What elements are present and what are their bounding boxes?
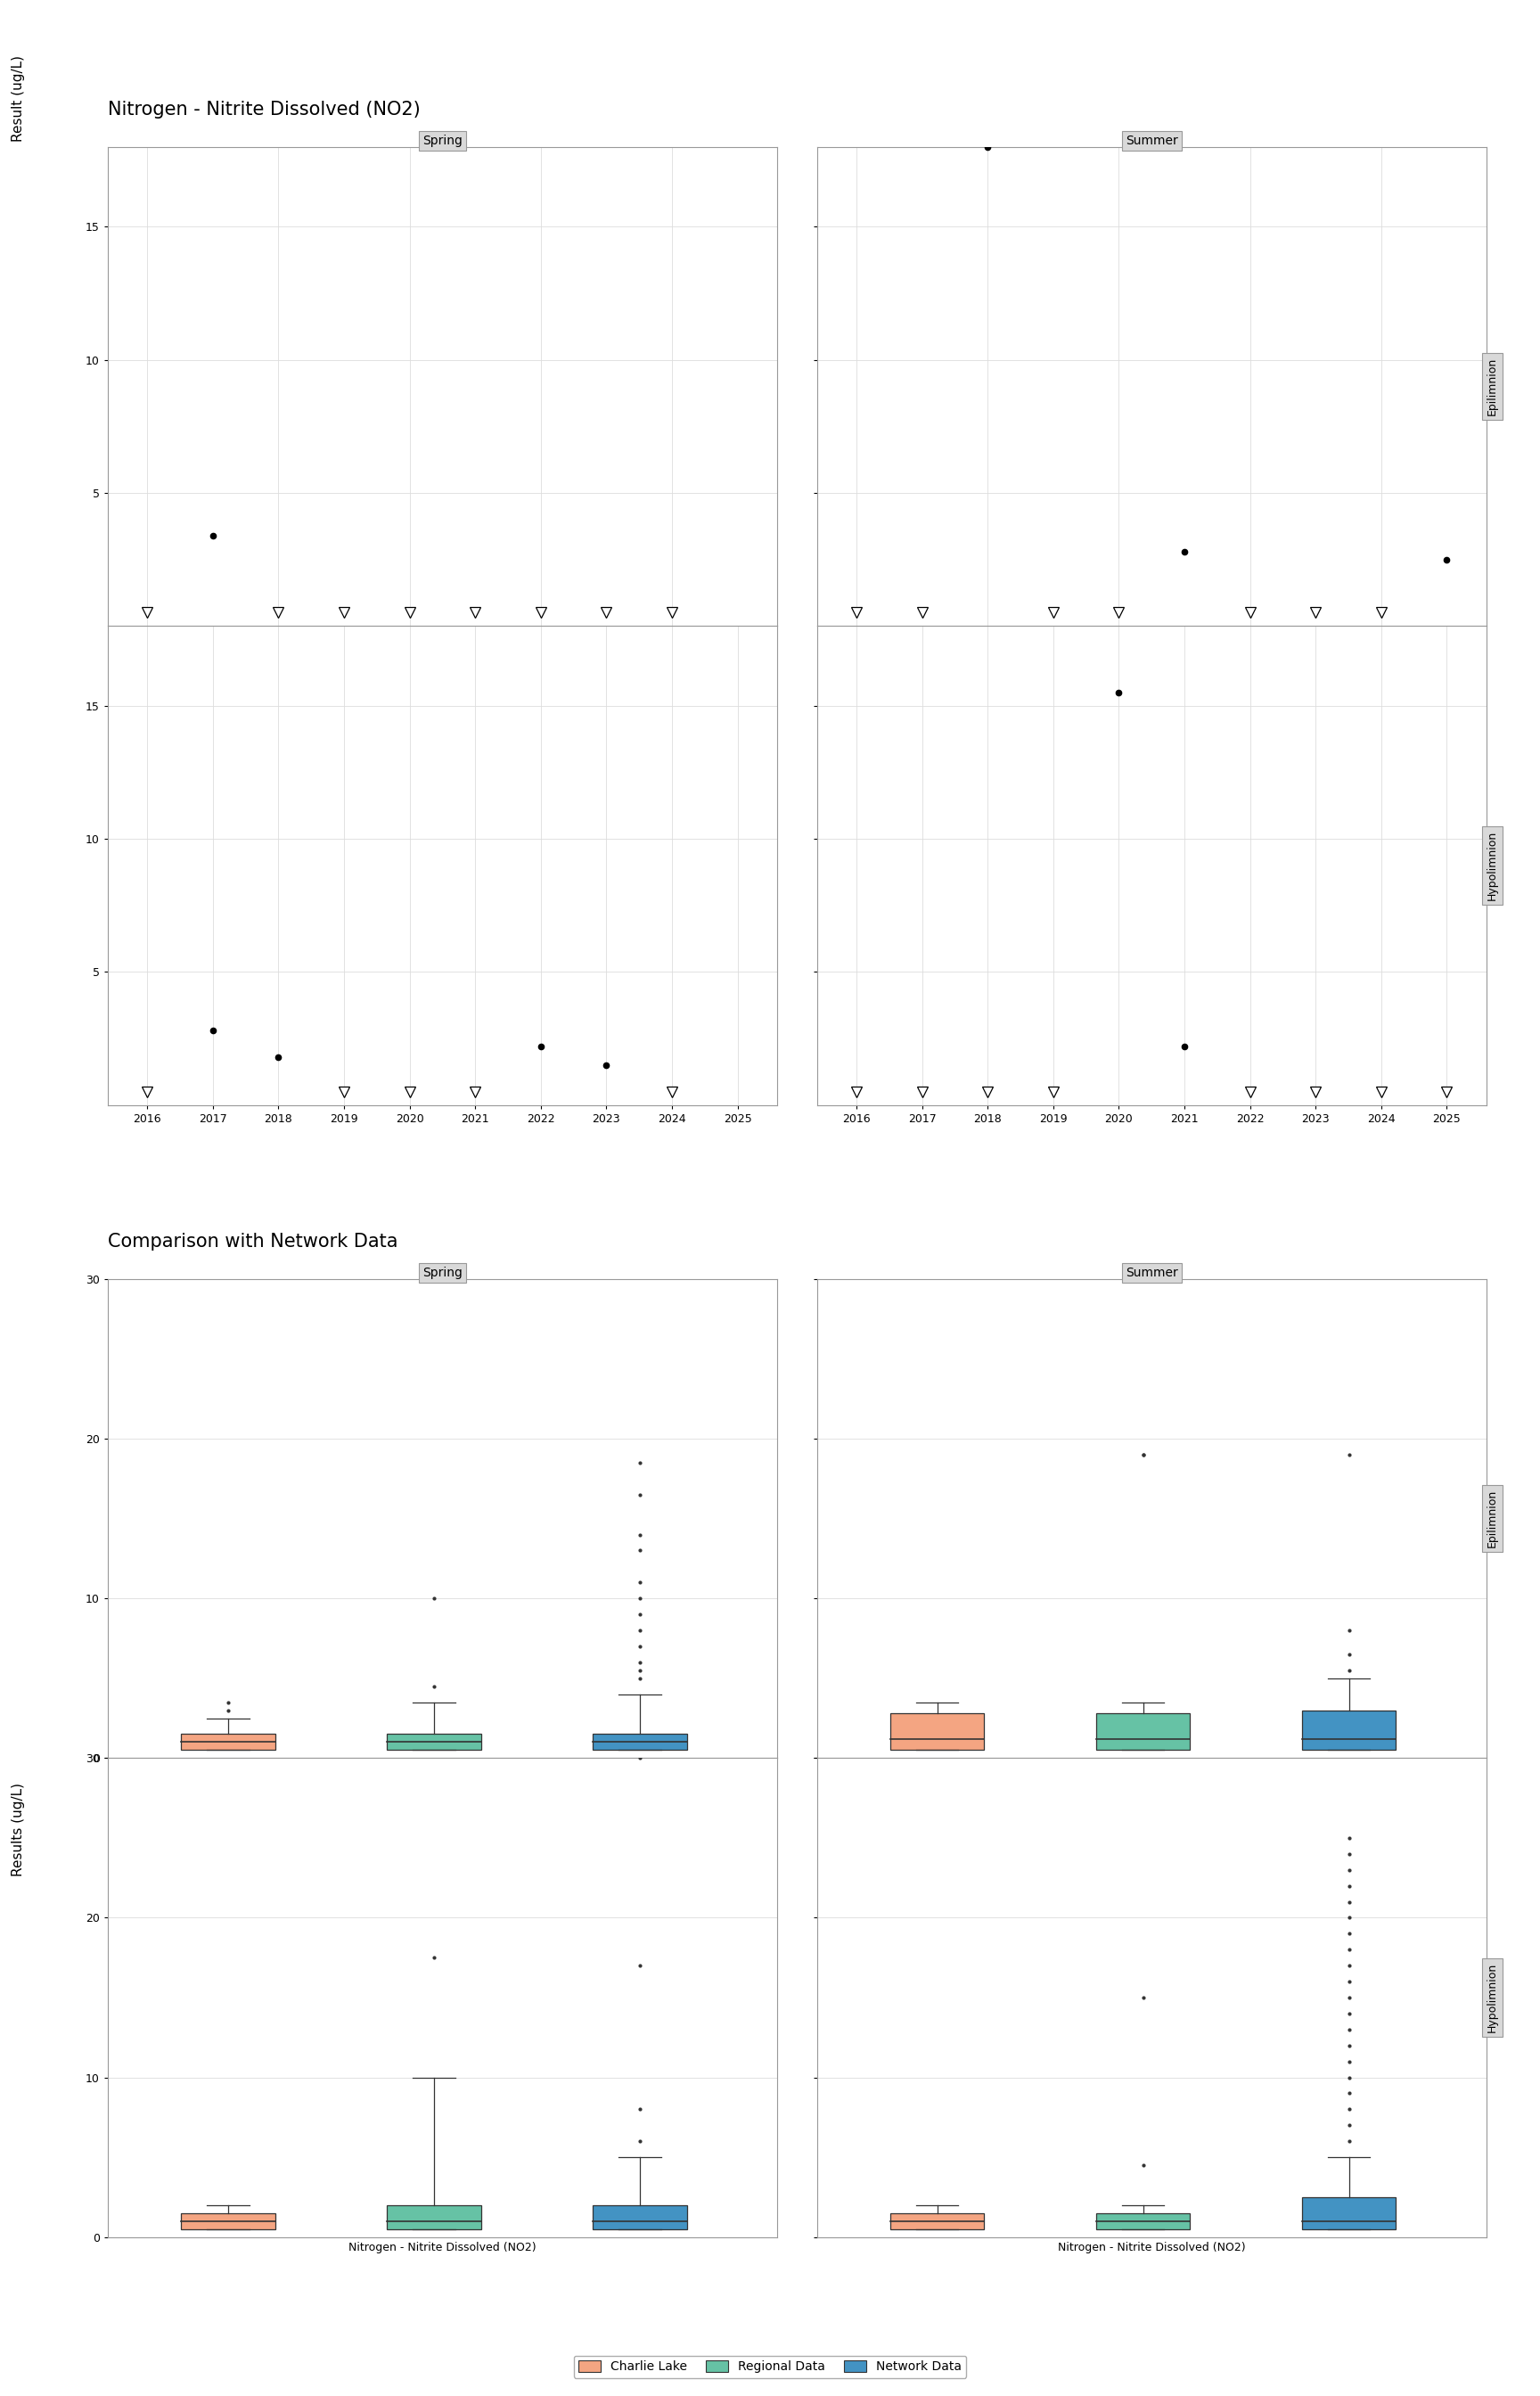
Bar xyxy=(1096,1713,1190,1749)
X-axis label: Nitrogen - Nitrite Dissolved (NO2): Nitrogen - Nitrite Dissolved (NO2) xyxy=(1058,2243,1246,2255)
Text: Hypolimnion: Hypolimnion xyxy=(1486,1962,1498,2032)
Text: Summer: Summer xyxy=(1126,134,1178,146)
Text: Results (ug/L): Results (ug/L) xyxy=(12,1783,25,1876)
Bar xyxy=(1301,2197,1397,2228)
Bar xyxy=(1096,2214,1190,2228)
Bar xyxy=(180,2214,276,2228)
Text: Epilimnion: Epilimnion xyxy=(1486,1490,1498,1548)
Text: Nitrogen - Nitrite Dissolved (NO2): Nitrogen - Nitrite Dissolved (NO2) xyxy=(108,101,420,117)
Text: Result (ug/L): Result (ug/L) xyxy=(12,55,25,141)
X-axis label: Nitrogen - Nitrite Dissolved (NO2): Nitrogen - Nitrite Dissolved (NO2) xyxy=(348,2243,536,2255)
Text: Spring: Spring xyxy=(422,134,462,146)
Bar xyxy=(180,1735,276,1749)
Bar xyxy=(387,2204,480,2228)
Text: Epilimnion: Epilimnion xyxy=(1486,357,1498,415)
Legend: Charlie Lake, Regional Data, Network Data: Charlie Lake, Regional Data, Network Dat… xyxy=(573,2355,967,2377)
Text: Spring: Spring xyxy=(422,1267,462,1279)
Bar xyxy=(1301,1711,1397,1749)
Text: Comparison with Network Data: Comparison with Network Data xyxy=(108,1232,397,1251)
Text: Summer: Summer xyxy=(1126,1267,1178,1279)
Bar xyxy=(593,1735,687,1749)
Bar xyxy=(890,1713,984,1749)
Bar xyxy=(387,1735,480,1749)
Bar xyxy=(890,2214,984,2228)
Bar xyxy=(593,2204,687,2228)
Text: Hypolimnion: Hypolimnion xyxy=(1486,831,1498,901)
